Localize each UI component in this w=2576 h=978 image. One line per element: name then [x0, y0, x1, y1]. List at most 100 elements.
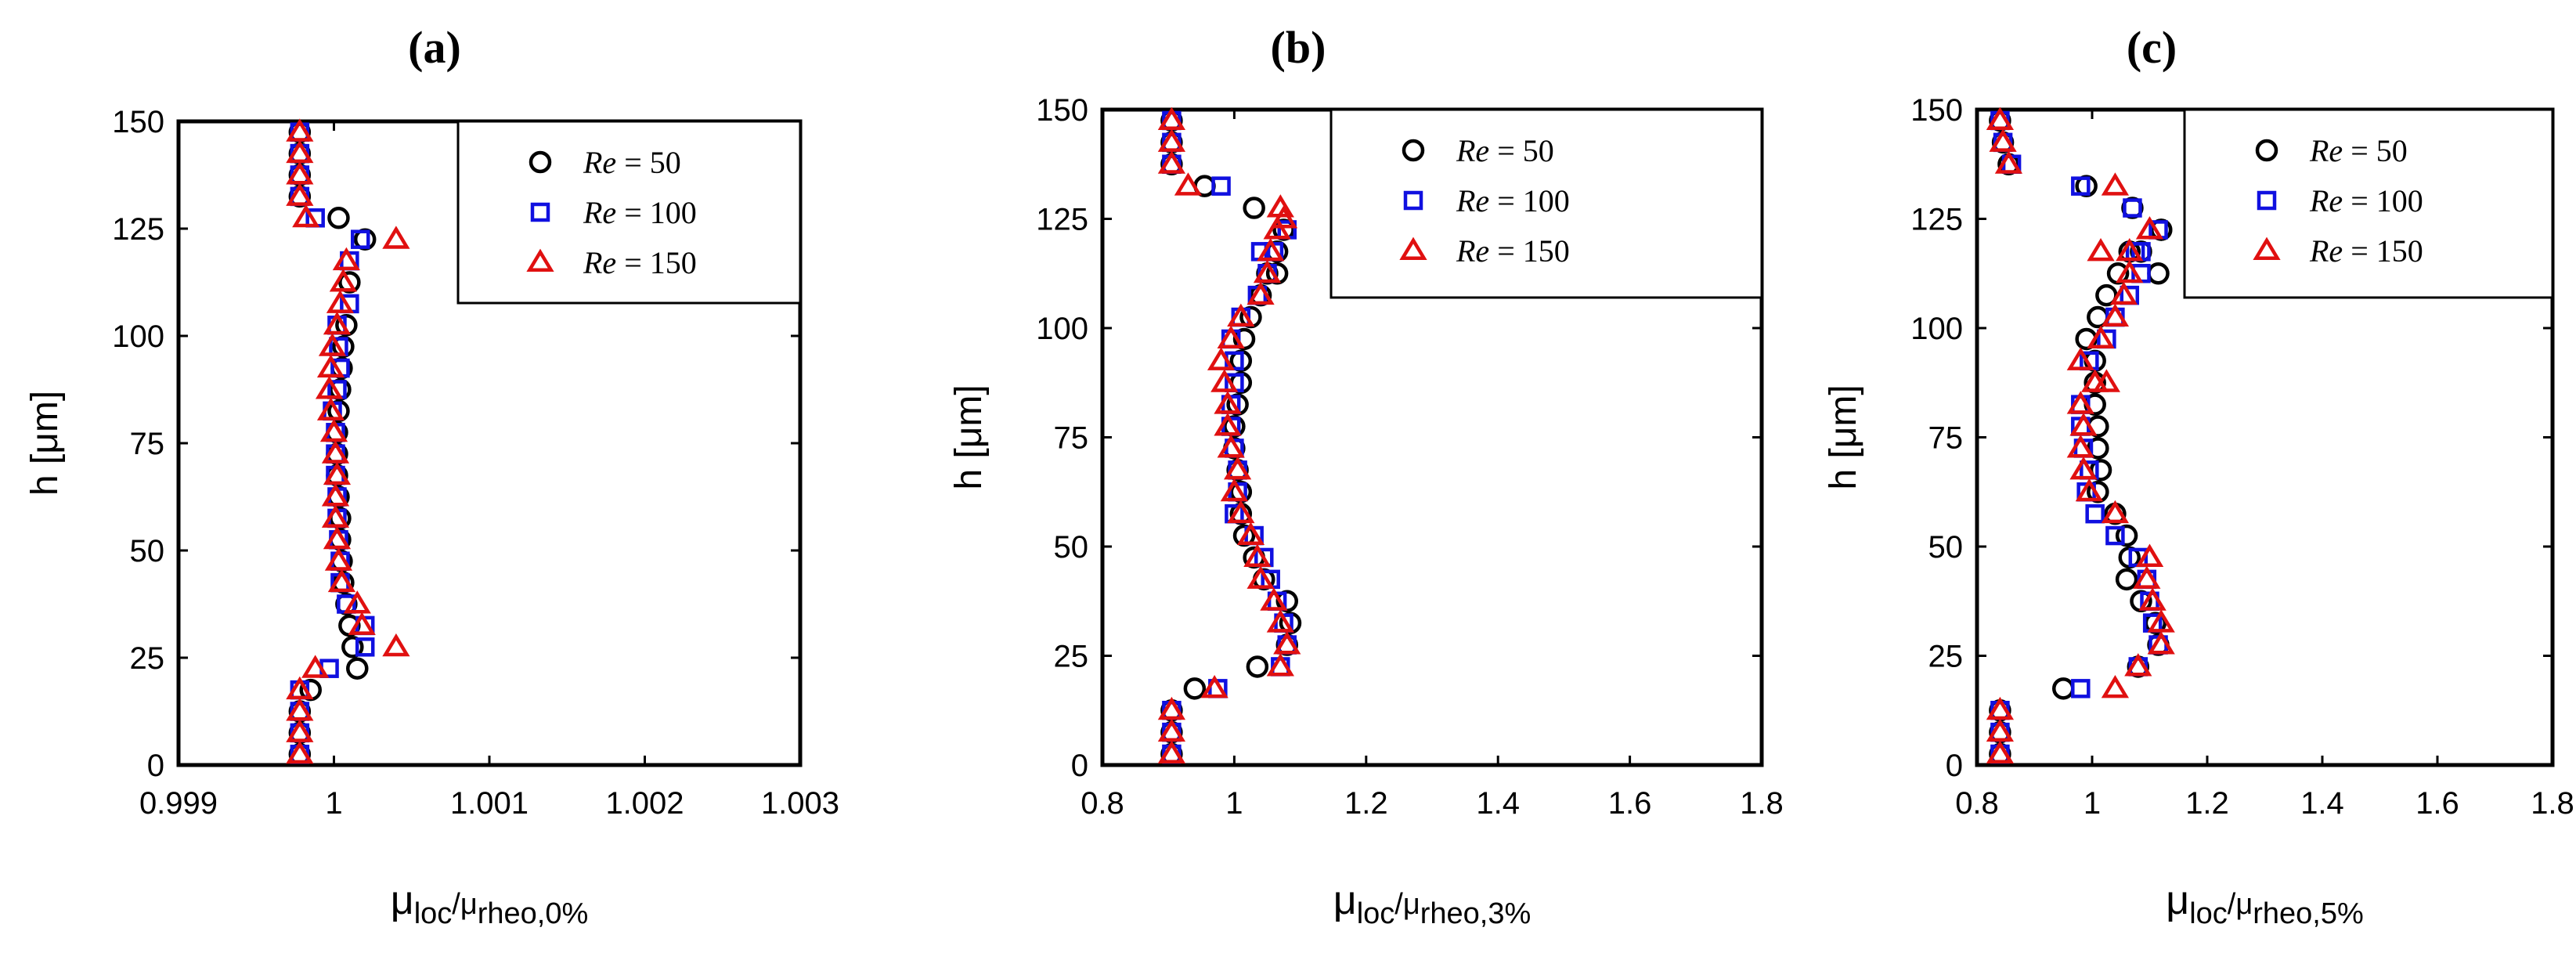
legend-value: = 150 — [616, 245, 697, 280]
data-point — [315, 376, 344, 399]
legend-value: = 100 — [616, 195, 697, 230]
x-tick-label: 1.001 — [450, 786, 529, 821]
data-point — [2115, 524, 2138, 547]
data-point — [316, 397, 345, 420]
data-point — [2066, 347, 2094, 370]
data-point — [2101, 674, 2130, 698]
data-point — [1273, 631, 1301, 655]
data-point — [323, 525, 352, 550]
x-axis-label-part: /μ — [2228, 888, 2253, 921]
data-point — [1157, 718, 1186, 742]
panel-label: (a) — [408, 22, 461, 73]
legend-marker — [1403, 190, 1423, 211]
panel-b: (b) 0.8 1 1.2 1.4 1.6 1.8 0 25 50 75 100 125 150 h [μm… — [948, 22, 1784, 930]
y-tick-label: 25 — [130, 641, 165, 676]
data-point — [350, 229, 370, 249]
legend-value: = 150 — [1489, 233, 1570, 269]
y-tick-label: 50 — [1928, 530, 1964, 565]
x-tick-label: 1.8 — [2531, 786, 2574, 821]
data-point — [1217, 325, 1245, 348]
legend-var: Re — [583, 145, 616, 180]
data-point — [329, 269, 358, 292]
data-point — [1986, 740, 2015, 764]
data-point — [1994, 150, 2023, 174]
data-point — [324, 547, 353, 571]
data-point — [1986, 696, 2015, 720]
data-point — [1236, 521, 1265, 546]
legend-value: = 50 — [616, 145, 681, 180]
x-axis-label-part: loc — [2189, 897, 2228, 930]
data-point — [292, 204, 320, 228]
legend-var: Re — [583, 245, 616, 280]
data-point — [1266, 194, 1294, 218]
data-point — [2135, 543, 2164, 567]
data-point — [346, 657, 369, 680]
x-axis-label-part: loc — [1357, 897, 1395, 930]
data-point — [332, 247, 361, 271]
data-point — [321, 440, 350, 464]
y-tick-label: 75 — [130, 427, 165, 461]
data-point — [2138, 587, 2167, 611]
legend-marker — [530, 202, 550, 222]
data-point — [316, 354, 345, 378]
y-tick-label: 0 — [1071, 749, 1088, 783]
data-point — [2085, 503, 2105, 524]
x-axis-label: μloc/μrheo,3% — [1333, 878, 1532, 930]
data-point — [2124, 653, 2152, 677]
data-point — [1263, 216, 1291, 240]
y-tick-label: 0 — [1946, 749, 1963, 783]
data-point — [1214, 391, 1242, 414]
series-triangle — [1157, 106, 1301, 764]
legend-var: Re — [1456, 233, 1489, 269]
y-tick-label: 125 — [112, 212, 164, 247]
legend-marker — [526, 248, 554, 272]
data-point — [1243, 197, 1265, 219]
legend-entry: Re = 50 — [2309, 133, 2408, 168]
legend-marker — [1402, 139, 1425, 162]
data-point — [2087, 325, 2115, 348]
y-tick-label: 150 — [1036, 93, 1088, 128]
data-point — [1243, 543, 1272, 567]
data-point — [2066, 391, 2094, 414]
x-tick-label: 1 — [1225, 786, 1243, 821]
data-point — [1227, 500, 1255, 524]
data-point — [321, 483, 350, 507]
x-axis-label-part: μ — [1333, 878, 1357, 923]
legend-var: Re — [2309, 133, 2343, 168]
legend-box — [2183, 108, 2554, 299]
data-point — [1247, 565, 1275, 589]
data-point — [1157, 128, 1186, 152]
y-tick-label: 75 — [1928, 421, 1964, 456]
data-point — [1260, 587, 1288, 611]
data-point — [2135, 216, 2164, 240]
data-point — [2075, 478, 2103, 502]
legend-value: = 50 — [2343, 133, 2408, 168]
data-point — [382, 226, 410, 249]
legend-entry: Re = 100 — [2309, 183, 2423, 218]
x-tick-label: 1.4 — [2300, 786, 2344, 821]
x-tick-label: 1 — [325, 786, 342, 821]
data-point — [341, 636, 364, 659]
data-point — [2115, 568, 2138, 591]
data-point — [286, 139, 314, 164]
data-point — [2147, 609, 2175, 633]
legend-entry: Re = 150 — [583, 245, 697, 280]
data-point — [1174, 172, 1203, 196]
x-tick-label: 1.2 — [1344, 786, 1388, 821]
x-axis-label-part: rheo,5% — [2253, 897, 2364, 930]
x-axis-label-part: loc — [414, 897, 453, 930]
data-point — [2147, 262, 2170, 285]
legend-entry: Re = 150 — [1456, 233, 1570, 269]
data-point — [286, 182, 314, 206]
data-point — [1246, 655, 1269, 678]
legend-entry: Re = 100 — [1456, 183, 1570, 218]
data-point — [1210, 369, 1239, 392]
data-point — [1211, 176, 1231, 196]
y-tick-label: 25 — [1054, 640, 1089, 674]
data-point — [1986, 106, 2015, 130]
data-point — [1269, 205, 1298, 229]
data-point — [1214, 413, 1242, 436]
x-tick-label: 1 — [2084, 786, 2101, 821]
